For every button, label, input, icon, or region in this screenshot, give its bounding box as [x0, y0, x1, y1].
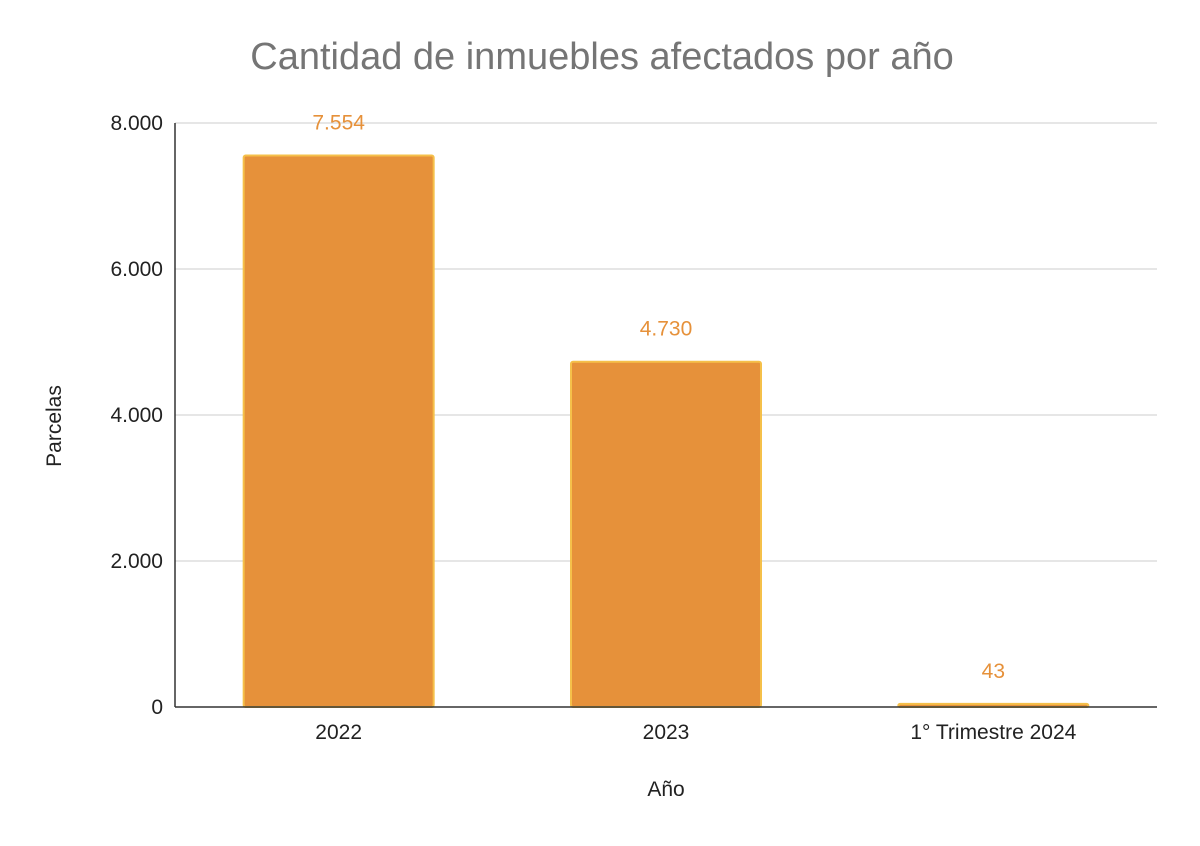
x-tick-label: 1° Trimestre 2024 — [910, 721, 1076, 744]
chart-title: Cantidad de inmuebles afectados por año — [250, 36, 954, 78]
bar-value-label: 43 — [982, 660, 1005, 683]
y-tick-label: 8.000 — [110, 112, 163, 135]
bar-2022 — [242, 154, 435, 709]
bar-2023 — [570, 360, 762, 708]
y-tick-label: 2.000 — [110, 550, 163, 573]
bar-value-label: 4.730 — [640, 318, 693, 341]
y-tick-label: 0 — [151, 696, 163, 719]
y-tick-label: 6.000 — [110, 258, 163, 281]
x-tick-label: 2022 — [315, 721, 362, 744]
y-tick-label: 4.000 — [110, 404, 163, 427]
x-tick-label: 2023 — [643, 721, 690, 744]
bar-value-label: 7.554 — [312, 112, 365, 135]
x-axis-title: Año — [647, 778, 685, 801]
